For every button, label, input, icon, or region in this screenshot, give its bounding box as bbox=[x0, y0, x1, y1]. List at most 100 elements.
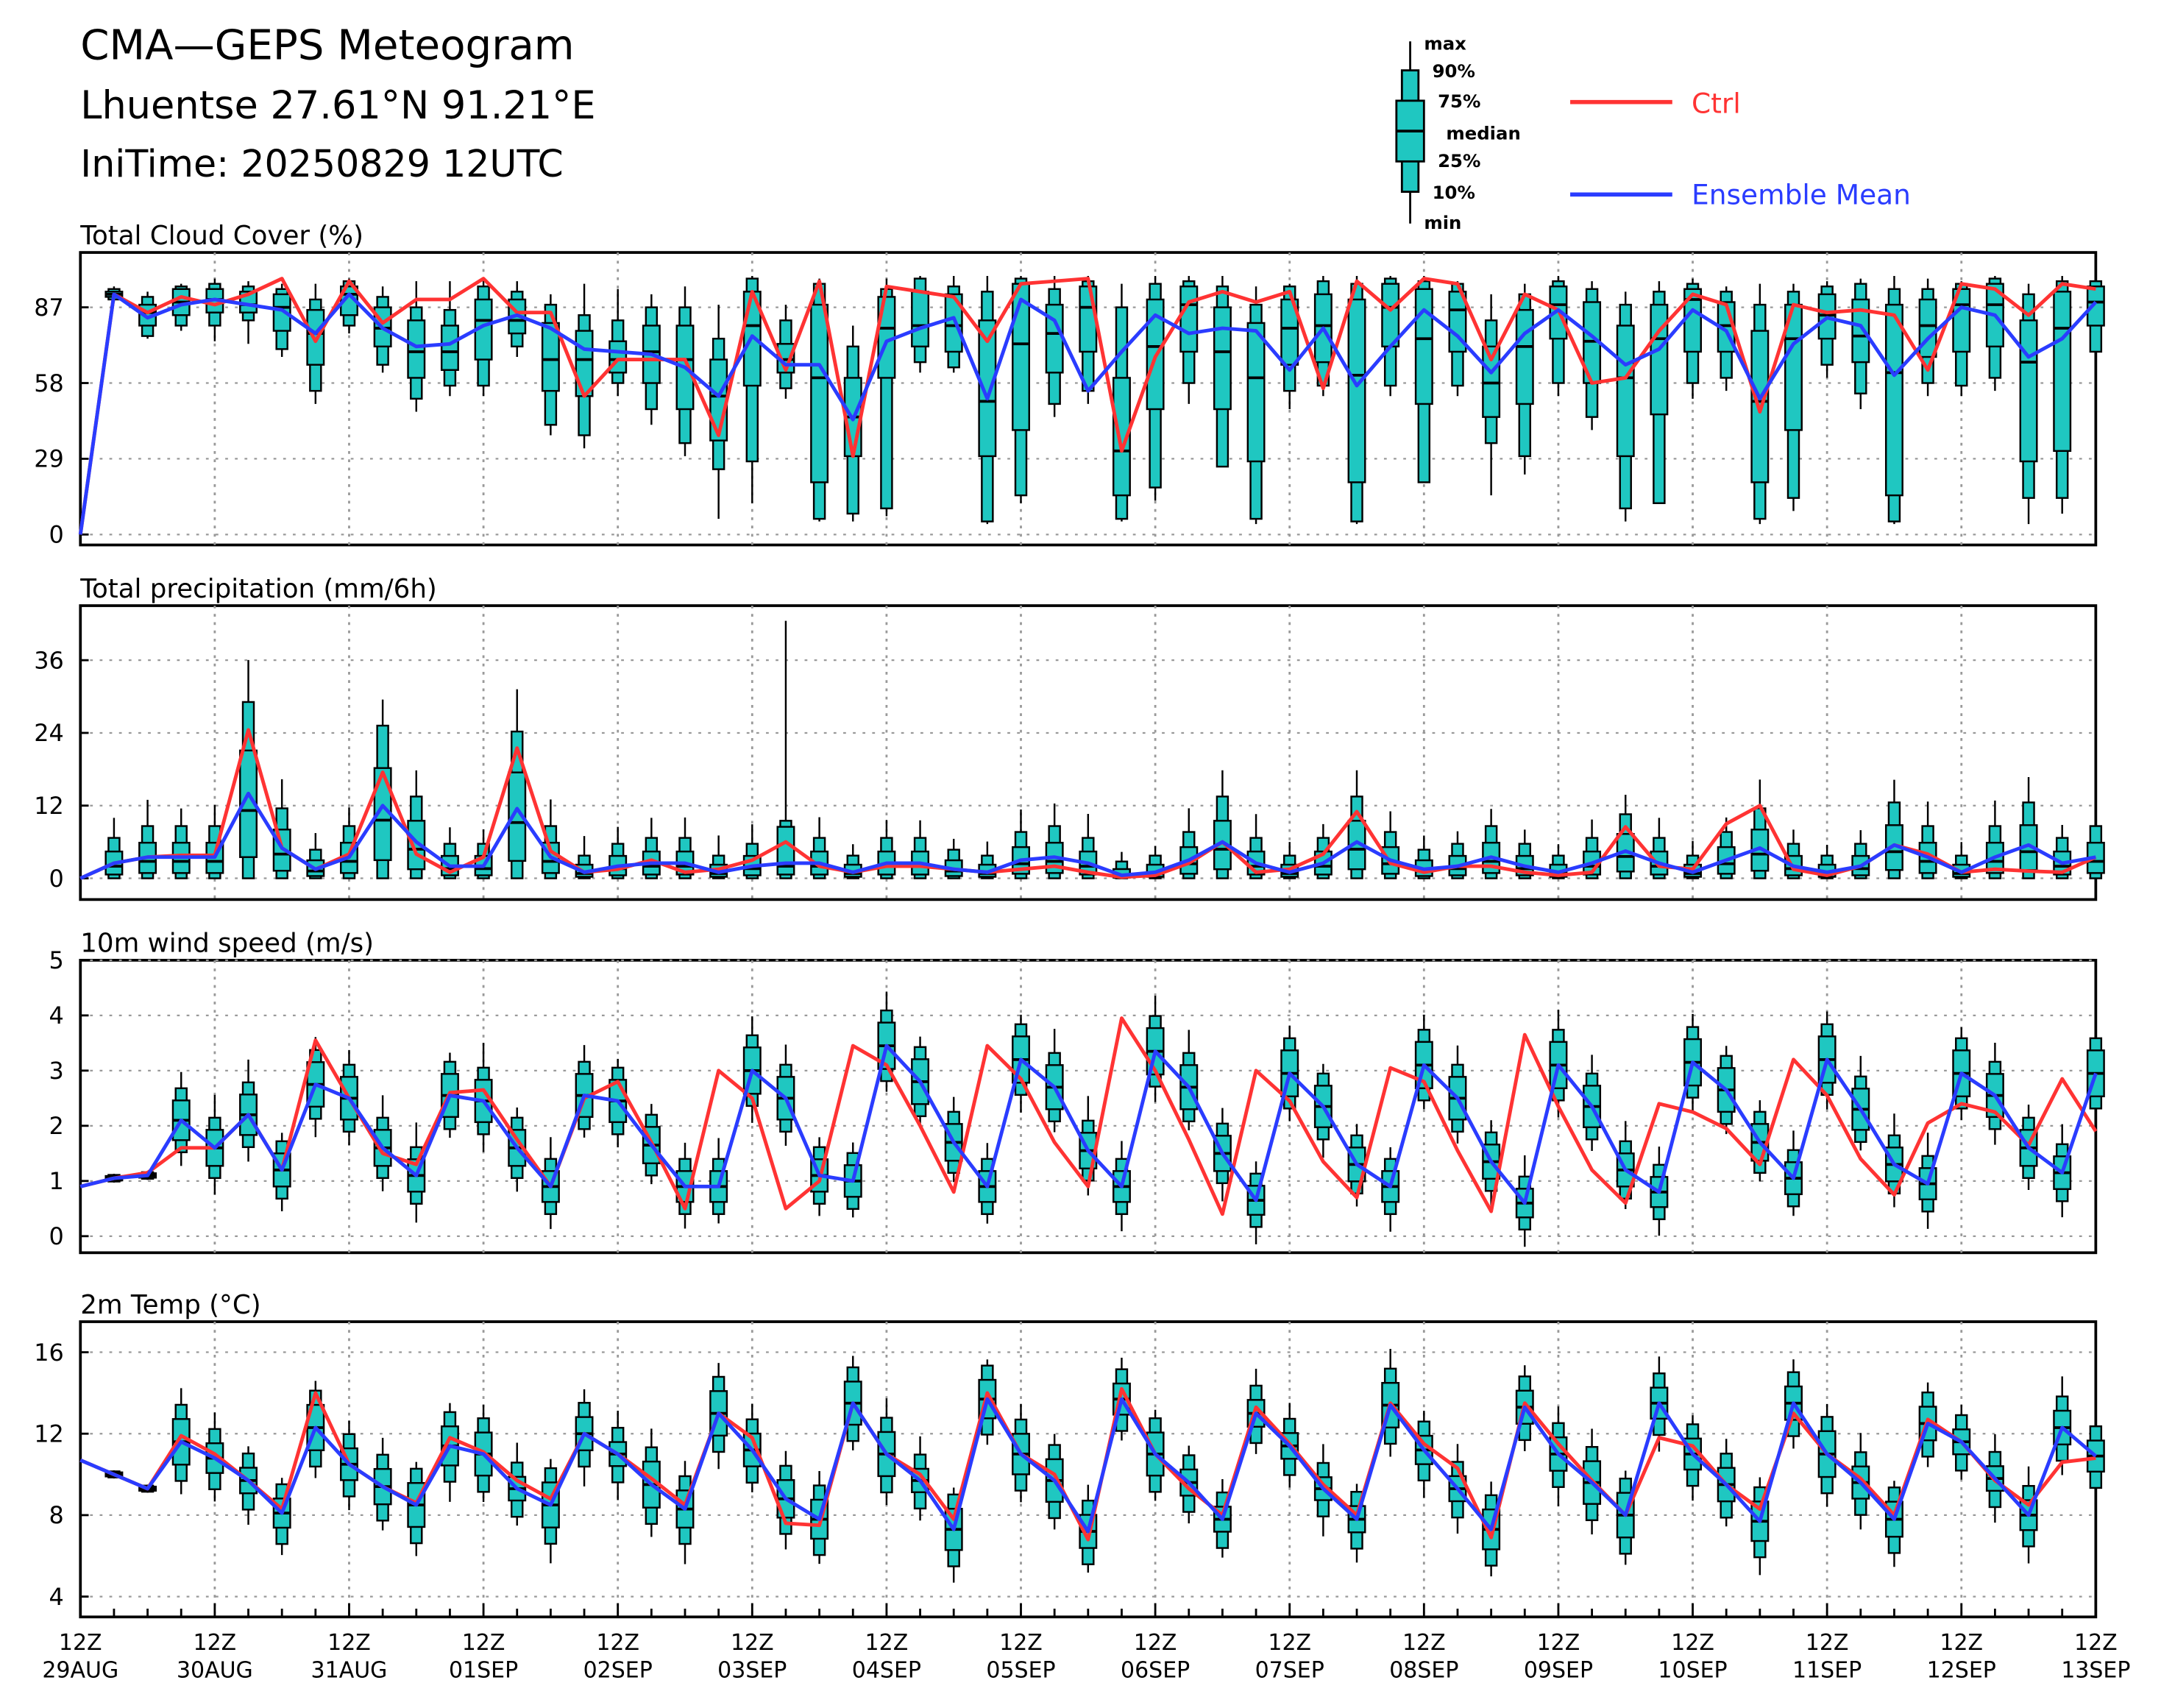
x-tick-label-date: 04SEP bbox=[852, 1658, 921, 1684]
mean-series-line bbox=[79, 791, 2096, 880]
y-tick-label: 4 bbox=[49, 1583, 63, 1611]
x-axis: 12Z29AUG12Z30AUG12Z31AUG12Z01SEP12Z02SEP… bbox=[42, 1603, 2130, 1684]
x-tick-label-date: 10SEP bbox=[1658, 1658, 1727, 1684]
x-tick-label-time: 12Z bbox=[59, 1630, 102, 1656]
box-25-75 bbox=[272, 293, 291, 332]
mean-series-line bbox=[78, 292, 2098, 535]
x-tick-label-time: 12Z bbox=[1671, 1630, 1714, 1656]
box-25-75 bbox=[306, 308, 325, 366]
legend-label-0: max bbox=[1424, 32, 1466, 54]
box-25-75 bbox=[1616, 325, 1635, 458]
y-tick-label: 0 bbox=[49, 1222, 63, 1250]
box-25-75 bbox=[978, 319, 997, 458]
panel-title-temp: 2m Temp (°C) bbox=[80, 1290, 260, 1320]
box-25-75 bbox=[541, 322, 560, 392]
box-25-75 bbox=[1515, 308, 1534, 405]
location-label: Lhuentse 27.61°N 91.21°E bbox=[80, 83, 595, 128]
x-tick-label-time: 12Z bbox=[1402, 1630, 1446, 1656]
box-25-75 bbox=[1414, 288, 1433, 405]
x-tick-label-time: 12Z bbox=[1134, 1630, 1177, 1656]
box-25-75 bbox=[1179, 286, 1199, 353]
x-tick-label-date: 07SEP bbox=[1255, 1658, 1324, 1684]
box-25-75 bbox=[1213, 306, 1232, 411]
panel-temp: 2m Temp (°C) 4 8 12 16 bbox=[34, 1290, 2105, 1619]
x-tick-label-date: 29AUG bbox=[42, 1658, 118, 1684]
x-tick-label-time: 12Z bbox=[731, 1630, 774, 1656]
x-tick-label-date: 11SEP bbox=[1792, 1658, 1862, 1684]
ctrl-series-line bbox=[79, 728, 2097, 880]
box-25-75 bbox=[1012, 283, 1030, 431]
x-tick-label-time: 12Z bbox=[2074, 1630, 2118, 1656]
y-tick-label: 2 bbox=[49, 1112, 63, 1140]
box-25-75 bbox=[1112, 377, 1131, 497]
legend-label-4: 25% bbox=[1438, 150, 1480, 171]
legend-label-6: min bbox=[1424, 212, 1461, 233]
x-tick-label-time: 12Z bbox=[1537, 1630, 1580, 1656]
y-tick-label: 87 bbox=[34, 294, 64, 322]
y-tick-label: 1 bbox=[49, 1167, 63, 1195]
x-tick-label-date: 01SEP bbox=[449, 1658, 518, 1684]
x-tick-label-time: 12Z bbox=[194, 1630, 237, 1656]
box-25-75 bbox=[407, 319, 426, 379]
y-tick-label: 24 bbox=[34, 719, 64, 747]
box-25-75 bbox=[1918, 298, 1937, 358]
x-tick-label-date: 31AUG bbox=[311, 1658, 388, 1684]
x-tick-label-date: 05SEP bbox=[986, 1658, 1055, 1684]
x-tick-label-time: 12Z bbox=[1940, 1630, 1983, 1656]
box-25-75 bbox=[1884, 303, 1903, 497]
legend-mean-label: Ensemble Mean bbox=[1692, 178, 1911, 210]
y-tick-label: 36 bbox=[34, 646, 64, 674]
x-tick-label-date: 08SEP bbox=[1389, 1658, 1458, 1684]
y-tick-label: 12 bbox=[34, 1420, 64, 1447]
x-tick-label-date: 09SEP bbox=[1524, 1658, 1593, 1684]
legend-label-3: median bbox=[1446, 122, 1520, 143]
legend-label-2: 75% bbox=[1438, 91, 1480, 112]
panel-frame-cloud bbox=[79, 251, 2098, 547]
box-25-75 bbox=[2086, 286, 2105, 327]
panel-frame-precip bbox=[79, 604, 2098, 901]
chart-header: CMA—GEPS Meteogram Lhuentse 27.61°N 91.2… bbox=[80, 22, 595, 185]
panel-title-wind: 10m wind speed (m/s) bbox=[80, 929, 374, 959]
box-25-75 bbox=[1280, 298, 1299, 366]
box-25-75 bbox=[944, 293, 963, 353]
mean-series-line bbox=[79, 1043, 2098, 1205]
x-tick-label-time: 12Z bbox=[999, 1630, 1043, 1656]
ctrl-series-line bbox=[79, 1016, 2098, 1216]
x-tick-label-date: 06SEP bbox=[1121, 1658, 1190, 1684]
box-25-75 bbox=[1246, 322, 1266, 463]
legend: max 90% 75% median 25% 10% min Ctrl Ensemble Mea… bbox=[1395, 32, 1911, 233]
box-25-75 bbox=[440, 325, 459, 371]
legend-label-5: 10% bbox=[1433, 182, 1475, 203]
x-tick-label-time: 12Z bbox=[596, 1630, 639, 1656]
panel-cloud: Total Cloud Cover (%) 0 29 58 87 bbox=[34, 221, 2105, 549]
box-25-75 bbox=[911, 291, 930, 348]
legend-ctrl-label: Ctrl bbox=[1692, 88, 1741, 120]
box-25-75 bbox=[1381, 283, 1400, 348]
box-25-75 bbox=[2053, 291, 2072, 453]
box-25-75 bbox=[2019, 319, 2038, 463]
y-tick-label: 4 bbox=[49, 1002, 63, 1030]
box-25-75 bbox=[810, 303, 829, 483]
y-tick-label: 0 bbox=[49, 865, 63, 893]
x-tick-label-date: 03SEP bbox=[717, 1658, 787, 1684]
x-tick-label-time: 12Z bbox=[1268, 1630, 1311, 1656]
ctrl-series-line bbox=[78, 277, 2096, 535]
x-tick-label-date: 13SEP bbox=[2061, 1658, 2130, 1684]
panel-wind: 10m wind speed (m/s) 0 1 2 3 4 5 bbox=[49, 929, 2105, 1255]
legend-label-1: 90% bbox=[1433, 60, 1475, 82]
x-tick-label-time: 12Z bbox=[327, 1630, 371, 1656]
panel-title-precip: Total precipitation (mm/6h) bbox=[79, 574, 437, 604]
box-25-75 bbox=[1448, 291, 1467, 353]
y-tick-label: 5 bbox=[49, 946, 63, 974]
panel-precip: Total precipitation (mm/6h) 0 12 24 36 bbox=[34, 574, 2105, 901]
x-tick-label-date: 02SEP bbox=[583, 1658, 653, 1684]
box-25-75 bbox=[1079, 286, 1098, 353]
x-tick-label-date: 30AUG bbox=[177, 1658, 253, 1684]
y-tick-label: 12 bbox=[34, 792, 64, 820]
y-tick-label: 16 bbox=[34, 1339, 64, 1367]
y-tick-label: 29 bbox=[34, 445, 64, 473]
panel-title-cloud: Total Cloud Cover (%) bbox=[79, 221, 363, 251]
box-25-75 bbox=[508, 771, 527, 862]
